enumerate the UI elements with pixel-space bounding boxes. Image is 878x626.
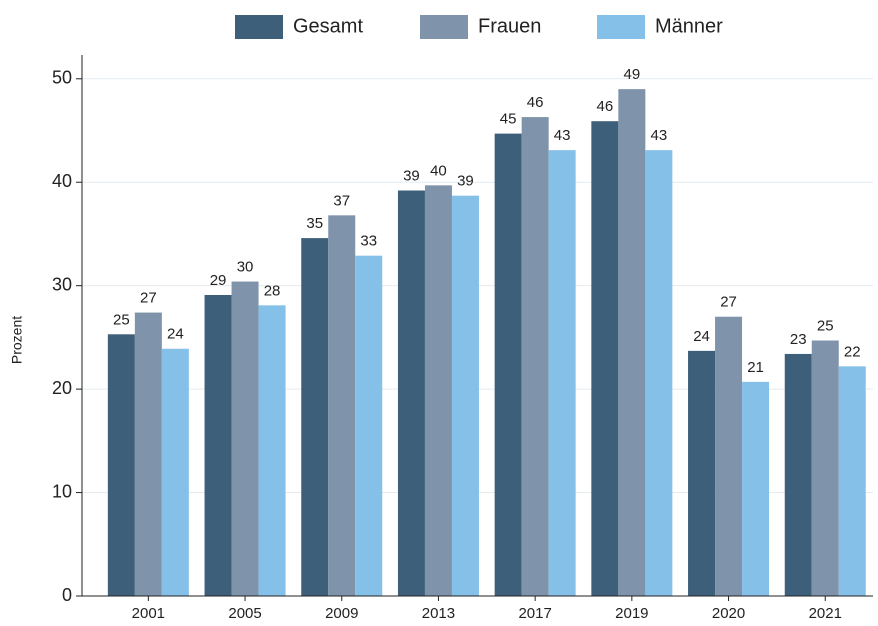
- bar: [811, 340, 839, 596]
- x-tick-label: 2005: [228, 605, 261, 622]
- bar: [161, 348, 189, 596]
- bar: [107, 334, 135, 596]
- data-label: 24: [167, 326, 184, 343]
- data-label: 33: [360, 233, 377, 250]
- data-label: 25: [817, 317, 834, 334]
- x-tick-label: 2017: [518, 605, 551, 622]
- y-axis-label: Prozent: [9, 316, 25, 364]
- bar: [397, 190, 425, 596]
- legend-swatch: [420, 15, 468, 39]
- y-tick-label: 10: [52, 481, 72, 501]
- data-label: 27: [140, 290, 157, 307]
- y-tick-label: 50: [52, 68, 72, 88]
- y-tick-label: 30: [52, 274, 72, 294]
- data-label: 39: [403, 167, 420, 184]
- data-label: 24: [693, 328, 710, 345]
- bar: [494, 133, 522, 597]
- bar: [618, 89, 646, 597]
- data-label: 30: [237, 259, 254, 276]
- x-tick-label: 2001: [132, 605, 165, 622]
- y-tick-label: 40: [52, 171, 72, 191]
- x-tick-label: 2009: [325, 605, 358, 622]
- data-label: 37: [333, 192, 350, 209]
- data-label: 39: [457, 173, 474, 190]
- bar: [688, 350, 716, 596]
- legend-label: Frauen: [478, 15, 541, 37]
- bar: [784, 353, 812, 596]
- data-label: 23: [790, 331, 807, 348]
- data-label: 21: [747, 359, 764, 376]
- bar: [742, 381, 770, 596]
- bar: [451, 195, 479, 596]
- data-label: 22: [844, 343, 861, 360]
- data-label: 45: [500, 111, 517, 128]
- bar: [548, 150, 576, 596]
- data-label: 35: [306, 215, 323, 232]
- bar: [328, 215, 356, 597]
- data-label: 46: [597, 98, 614, 115]
- bar: [258, 305, 286, 596]
- bar: [715, 316, 743, 596]
- bar: [838, 366, 866, 596]
- bar: [355, 255, 383, 596]
- bar: [231, 281, 259, 596]
- data-label: 43: [554, 127, 571, 144]
- bar: [521, 117, 549, 597]
- bar: [301, 238, 329, 596]
- bar: [645, 150, 673, 596]
- legend-label: Gesamt: [293, 15, 363, 37]
- data-label: 29: [210, 272, 227, 289]
- legend-swatch: [235, 15, 283, 39]
- y-tick-label: 0: [62, 585, 72, 605]
- data-label: 28: [264, 282, 281, 299]
- data-label: 25: [113, 311, 130, 328]
- legend-swatch: [597, 15, 645, 39]
- data-label: 27: [720, 294, 737, 311]
- legend-label: Männer: [655, 15, 723, 37]
- bar: [134, 312, 162, 596]
- x-tick-label: 2013: [422, 605, 455, 622]
- data-label: 49: [624, 66, 641, 83]
- bar: [424, 185, 452, 596]
- data-label: 40: [430, 162, 447, 179]
- y-tick-label: 20: [52, 378, 72, 398]
- x-tick-label: 2019: [615, 605, 648, 622]
- x-tick-label: 2021: [809, 605, 842, 622]
- bar: [204, 294, 232, 596]
- bar: [591, 121, 619, 597]
- x-tick-label: 2020: [712, 605, 745, 622]
- data-label: 46: [527, 94, 544, 111]
- data-label: 43: [651, 127, 668, 144]
